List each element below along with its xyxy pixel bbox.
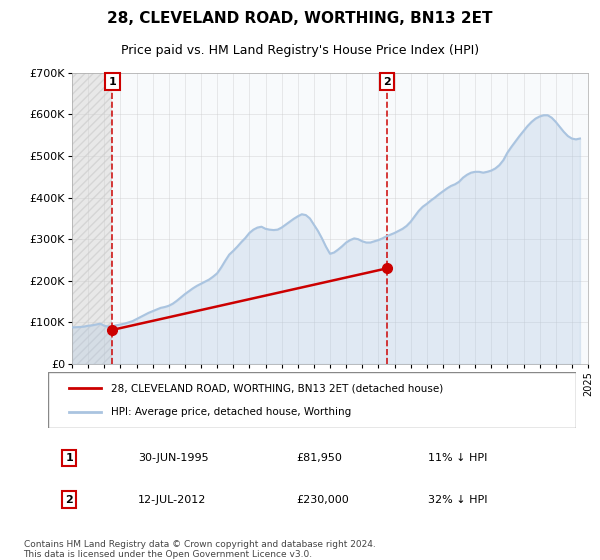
Text: 12-JUL-2012: 12-JUL-2012 [138, 494, 206, 505]
Text: 30-JUN-1995: 30-JUN-1995 [138, 453, 208, 463]
Text: 1: 1 [109, 77, 116, 87]
Bar [112, 73, 588, 364]
Text: 11% ↓ HPI: 11% ↓ HPI [428, 453, 488, 463]
Text: 2: 2 [65, 494, 73, 505]
Text: 28, CLEVELAND ROAD, WORTHING, BN13 2ET: 28, CLEVELAND ROAD, WORTHING, BN13 2ET [107, 11, 493, 26]
Text: Price paid vs. HM Land Registry's House Price Index (HPI): Price paid vs. HM Land Registry's House … [121, 44, 479, 58]
Bar [72, 73, 112, 364]
Text: Contains HM Land Registry data © Crown copyright and database right 2024.
This d: Contains HM Land Registry data © Crown c… [23, 540, 375, 559]
Text: 2: 2 [383, 77, 391, 87]
Text: £230,000: £230,000 [296, 494, 349, 505]
Text: 28, CLEVELAND ROAD, WORTHING, BN13 2ET (detached house): 28, CLEVELAND ROAD, WORTHING, BN13 2ET (… [112, 383, 443, 393]
Text: £81,950: £81,950 [296, 453, 342, 463]
Text: 1: 1 [65, 453, 73, 463]
Text: 32% ↓ HPI: 32% ↓ HPI [428, 494, 488, 505]
Text: HPI: Average price, detached house, Worthing: HPI: Average price, detached house, Wort… [112, 407, 352, 417]
FancyBboxPatch shape [48, 372, 576, 428]
